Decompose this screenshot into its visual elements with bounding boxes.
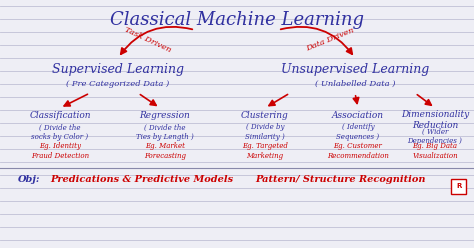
Text: ( Divide the
socks by Color ): ( Divide the socks by Color ) [31, 124, 89, 141]
Text: ( Divide the
Ties by Length ): ( Divide the Ties by Length ) [136, 124, 194, 141]
Text: Predications & Predictive Models: Predications & Predictive Models [50, 176, 233, 185]
Text: Eg. Targeted
Marketing: Eg. Targeted Marketing [242, 142, 288, 160]
Text: Clustering: Clustering [241, 112, 289, 121]
Text: ( Wider
Dependencies ): ( Wider Dependencies ) [408, 127, 463, 145]
Text: Task Driven: Task Driven [123, 26, 173, 54]
Text: Eg. Market
Forecasting: Eg. Market Forecasting [144, 142, 186, 160]
FancyBboxPatch shape [452, 179, 466, 193]
Text: Dimensionality
Reduction: Dimensionality Reduction [401, 110, 469, 130]
Text: Classical Machine Learning: Classical Machine Learning [110, 11, 364, 29]
Text: Eg. Identity
Fraud Detection: Eg. Identity Fraud Detection [31, 142, 89, 160]
Text: Supervised Learning: Supervised Learning [52, 63, 184, 76]
Text: Eg. Customer
Recommendation: Eg. Customer Recommendation [327, 142, 389, 160]
Text: ( Identify
Sequences ): ( Identify Sequences ) [337, 124, 380, 141]
Text: Data Driven: Data Driven [305, 27, 355, 53]
Text: Regression: Regression [140, 112, 191, 121]
Text: ( Divide by
Similarity ): ( Divide by Similarity ) [245, 124, 285, 141]
Text: Classification: Classification [29, 112, 91, 121]
Text: Pattern/ Structure Recognition: Pattern/ Structure Recognition [255, 176, 426, 185]
Text: Association: Association [332, 112, 384, 121]
Text: ( Unlabelled Data ): ( Unlabelled Data ) [315, 80, 395, 88]
Text: ( Pre Categorized Data ): ( Pre Categorized Data ) [66, 80, 170, 88]
Text: Obj:: Obj: [18, 176, 40, 185]
Text: R: R [456, 183, 462, 189]
Text: Unsupervised Learning: Unsupervised Learning [281, 63, 429, 76]
Text: Eg. Big Data
Visualization: Eg. Big Data Visualization [412, 142, 458, 160]
